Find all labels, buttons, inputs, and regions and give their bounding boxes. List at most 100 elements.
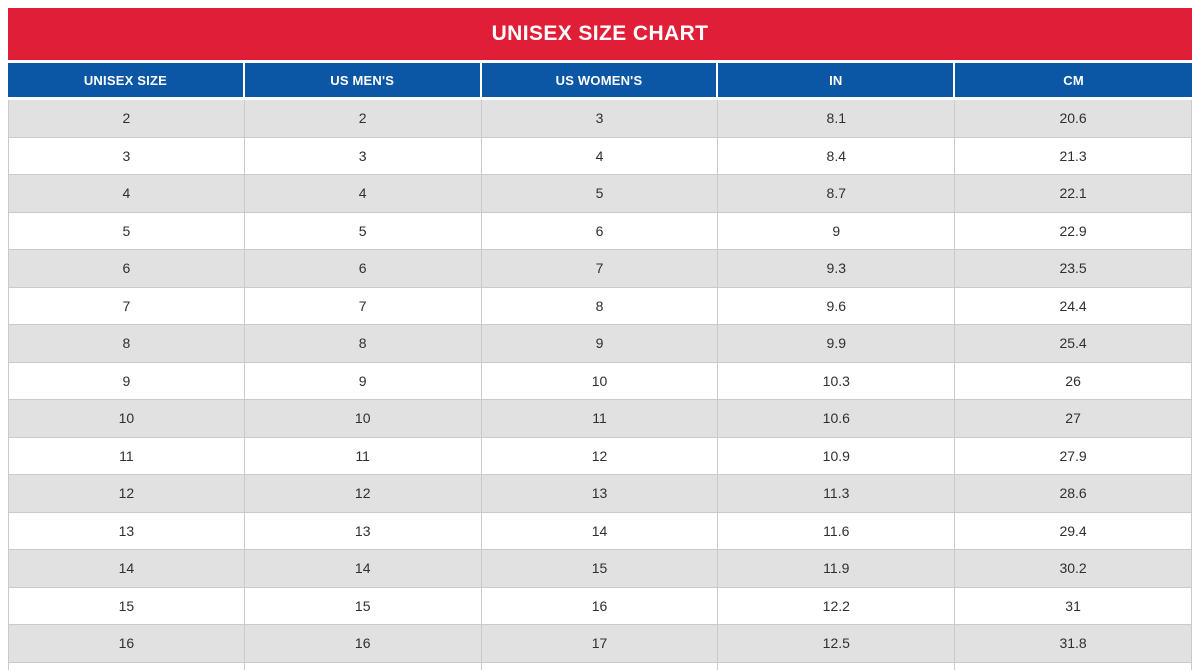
size-cell: 22.9 — [955, 212, 1192, 250]
size-cell: 9.3 — [718, 250, 956, 288]
size-cell: 5 — [244, 212, 482, 250]
size-cell — [481, 662, 719, 670]
size-cell: 3 — [8, 137, 245, 175]
table-row: 9 9 10 10.3 26 — [8, 362, 1192, 400]
size-cell — [244, 662, 482, 670]
size-cell: 9 — [718, 212, 956, 250]
size-cell: 12.5 — [718, 625, 956, 663]
table-row: 2 2 3 8.1 20.6 — [8, 100, 1192, 138]
table-row: 4 4 5 8.7 22.1 — [8, 175, 1192, 213]
size-cell: 31.8 — [955, 625, 1192, 663]
size-cell — [955, 662, 1192, 670]
table-row: 13 13 14 11.6 29.4 — [8, 512, 1192, 550]
size-cell: 27.9 — [955, 437, 1192, 475]
size-cell: 23.5 — [955, 250, 1192, 288]
size-cell: 26 — [955, 362, 1192, 400]
size-cell: 9 — [481, 325, 719, 363]
size-cell: 4 — [8, 175, 245, 213]
size-cell: 8 — [481, 287, 719, 325]
size-cell: 16 — [8, 625, 245, 663]
size-cell: 11.9 — [718, 550, 956, 588]
size-cell: 7 — [244, 287, 482, 325]
size-cell: 15 — [481, 550, 719, 588]
size-cell: 27 — [955, 400, 1192, 438]
size-cell: 9 — [8, 362, 245, 400]
table-row: 10 10 11 10.6 27 — [8, 400, 1192, 438]
size-cell: 14 — [8, 550, 245, 588]
size-cell: 5 — [481, 175, 719, 213]
partial-row — [8, 662, 1192, 670]
size-table-header: UNISEX SIZE US MEN'S US WOMEN'S IN CM — [8, 63, 1192, 100]
size-cell — [718, 662, 956, 670]
size-cell: 11 — [8, 437, 245, 475]
size-cell: 12 — [481, 437, 719, 475]
size-cell: 17 — [481, 625, 719, 663]
size-cell: 6 — [8, 250, 245, 288]
size-cell: 25.4 — [955, 325, 1192, 363]
table-row: 8 8 9 9.9 25.4 — [8, 325, 1192, 363]
size-cell: 20.6 — [955, 100, 1192, 138]
size-cell: 29.4 — [955, 512, 1192, 550]
size-cell: 28.6 — [955, 475, 1192, 513]
size-cell: 2 — [244, 100, 482, 138]
size-cell: 14 — [481, 512, 719, 550]
size-cell: 8.7 — [718, 175, 956, 213]
size-cell: 11.6 — [718, 512, 956, 550]
size-table-body: 2 2 3 8.1 20.6 3 3 4 8.4 21.3 4 4 5 8.7 22.1 5 5 6 9 22.9 6 6… — [8, 100, 1192, 670]
column-header-us-womens: US WOMEN'S — [481, 63, 719, 100]
size-cell: 11 — [481, 400, 719, 438]
size-cell: 10.6 — [718, 400, 956, 438]
size-cell: 12 — [8, 475, 245, 513]
column-header-us-mens: US MEN'S — [244, 63, 482, 100]
table-row: 11 11 12 10.9 27.9 — [8, 437, 1192, 475]
size-cell: 3 — [244, 137, 482, 175]
size-cell: 6 — [244, 250, 482, 288]
size-cell: 15 — [8, 587, 245, 625]
column-header-cm: CM — [955, 63, 1192, 100]
size-cell: 9.9 — [718, 325, 956, 363]
size-cell: 8 — [244, 325, 482, 363]
size-cell: 8.1 — [718, 100, 956, 138]
size-cell: 12 — [244, 475, 482, 513]
column-header-unisex-size: UNISEX SIZE — [8, 63, 245, 100]
size-cell: 15 — [244, 587, 482, 625]
table-row: 7 7 8 9.6 24.4 — [8, 287, 1192, 325]
size-cell: 3 — [481, 100, 719, 138]
size-cell: 13 — [244, 512, 482, 550]
size-cell: 10.9 — [718, 437, 956, 475]
size-cell: 30.2 — [955, 550, 1192, 588]
size-cell: 7 — [8, 287, 245, 325]
table-row: 16 16 17 12.5 31.8 — [8, 625, 1192, 663]
column-header-in: IN — [718, 63, 956, 100]
size-cell: 2 — [8, 100, 245, 138]
size-chart-title: UNISEX SIZE CHART — [491, 22, 709, 45]
size-cell: 10 — [481, 362, 719, 400]
table-row: 14 14 15 11.9 30.2 — [8, 550, 1192, 588]
size-cell: 16 — [244, 625, 482, 663]
size-cell: 31 — [955, 587, 1192, 625]
size-cell: 11 — [244, 437, 482, 475]
table-row: 5 5 6 9 22.9 — [8, 212, 1192, 250]
size-cell: 5 — [8, 212, 245, 250]
size-cell: 11.3 — [718, 475, 956, 513]
size-cell: 9.6 — [718, 287, 956, 325]
size-cell: 8 — [8, 325, 245, 363]
size-cell: 13 — [8, 512, 245, 550]
size-cell: 16 — [481, 587, 719, 625]
size-cell: 24.4 — [955, 287, 1192, 325]
table-row: 15 15 16 12.2 31 — [8, 587, 1192, 625]
size-cell: 13 — [481, 475, 719, 513]
table-row: 6 6 7 9.3 23.5 — [8, 250, 1192, 288]
size-cell: 8.4 — [718, 137, 956, 175]
size-cell — [8, 662, 245, 670]
size-chart-banner: UNISEX SIZE CHART — [8, 8, 1192, 60]
table-row: 12 12 13 11.3 28.6 — [8, 475, 1192, 513]
header-row: UNISEX SIZE US MEN'S US WOMEN'S IN CM — [8, 63, 1192, 100]
size-cell: 21.3 — [955, 137, 1192, 175]
size-cell: 12.2 — [718, 587, 956, 625]
size-cell: 6 — [481, 212, 719, 250]
size-cell: 4 — [244, 175, 482, 213]
size-cell: 7 — [481, 250, 719, 288]
size-cell: 4 — [481, 137, 719, 175]
